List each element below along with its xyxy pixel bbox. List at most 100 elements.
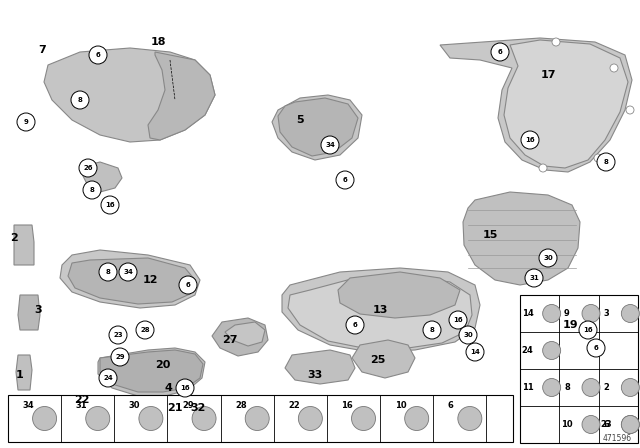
Circle shape	[192, 406, 216, 431]
Circle shape	[351, 406, 376, 431]
Text: 14: 14	[522, 309, 534, 318]
Text: 25: 25	[371, 355, 386, 365]
Circle shape	[543, 341, 561, 359]
Polygon shape	[352, 340, 415, 378]
Text: 4: 4	[164, 383, 172, 393]
Circle shape	[404, 406, 429, 431]
Circle shape	[99, 263, 117, 281]
Text: 24: 24	[103, 375, 113, 381]
Text: 34: 34	[325, 142, 335, 148]
Polygon shape	[100, 350, 203, 392]
Text: 6: 6	[448, 401, 454, 410]
Text: 15: 15	[483, 230, 498, 240]
Polygon shape	[68, 258, 195, 304]
Polygon shape	[272, 95, 362, 160]
Polygon shape	[18, 295, 40, 330]
Polygon shape	[44, 48, 215, 142]
Polygon shape	[282, 268, 480, 352]
Text: 2: 2	[604, 383, 609, 392]
Text: 28: 28	[140, 327, 150, 333]
Text: 8: 8	[564, 383, 570, 392]
Circle shape	[179, 276, 197, 294]
Text: 8: 8	[106, 269, 111, 275]
Circle shape	[139, 406, 163, 431]
Text: 30: 30	[463, 332, 473, 338]
Polygon shape	[148, 52, 215, 140]
Text: 18: 18	[150, 37, 166, 47]
Text: 16: 16	[105, 202, 115, 208]
Circle shape	[33, 406, 56, 431]
Text: 8: 8	[90, 187, 95, 193]
Circle shape	[86, 406, 109, 431]
Text: 6: 6	[498, 49, 502, 55]
Circle shape	[79, 159, 97, 177]
Polygon shape	[60, 250, 200, 308]
Text: 6: 6	[594, 345, 598, 351]
Circle shape	[458, 406, 482, 431]
Text: 6: 6	[604, 420, 609, 429]
Polygon shape	[225, 322, 265, 346]
Polygon shape	[83, 162, 122, 192]
Text: 24: 24	[522, 346, 534, 355]
Polygon shape	[440, 38, 632, 172]
Text: 3: 3	[34, 305, 42, 315]
Circle shape	[71, 91, 89, 109]
Circle shape	[579, 321, 597, 339]
Circle shape	[525, 269, 543, 287]
Text: 27: 27	[222, 335, 237, 345]
Circle shape	[109, 326, 127, 344]
Text: 20: 20	[156, 360, 171, 370]
Text: 3: 3	[604, 309, 609, 318]
Text: 22: 22	[74, 395, 90, 405]
Text: 30: 30	[543, 255, 553, 261]
Text: 6: 6	[95, 52, 100, 58]
Circle shape	[521, 131, 539, 149]
Polygon shape	[288, 276, 472, 349]
Circle shape	[245, 406, 269, 431]
Circle shape	[587, 339, 605, 357]
Text: 8: 8	[77, 97, 83, 103]
Text: 14: 14	[470, 349, 480, 355]
Circle shape	[610, 64, 618, 72]
Circle shape	[89, 46, 107, 64]
Circle shape	[621, 379, 639, 396]
Text: 11: 11	[522, 383, 534, 392]
Text: 8: 8	[429, 327, 435, 333]
Circle shape	[539, 249, 557, 267]
Text: 9: 9	[564, 309, 570, 318]
Text: 32: 32	[190, 403, 205, 413]
Circle shape	[493, 46, 501, 54]
Circle shape	[543, 379, 561, 396]
Circle shape	[119, 263, 137, 281]
Text: 471596: 471596	[603, 434, 632, 443]
Text: 2: 2	[10, 233, 18, 243]
Text: 29: 29	[115, 354, 125, 360]
Text: 29: 29	[182, 401, 194, 410]
Text: 28: 28	[236, 401, 247, 410]
Circle shape	[111, 348, 129, 366]
Bar	[8, 395, 513, 442]
Circle shape	[552, 38, 560, 46]
Text: 31: 31	[76, 401, 88, 410]
Bar	[520, 295, 638, 443]
Circle shape	[449, 311, 467, 329]
Text: 33: 33	[307, 370, 323, 380]
Text: 6: 6	[186, 282, 190, 288]
Text: 13: 13	[372, 305, 388, 315]
Circle shape	[101, 196, 119, 214]
Text: 19: 19	[562, 320, 578, 330]
Circle shape	[491, 43, 509, 61]
Text: 12: 12	[142, 275, 157, 285]
Text: 6: 6	[353, 322, 357, 328]
Polygon shape	[338, 272, 460, 318]
Circle shape	[626, 106, 634, 114]
Polygon shape	[285, 350, 355, 384]
Text: 21: 21	[167, 403, 183, 413]
Circle shape	[621, 415, 639, 434]
Polygon shape	[212, 318, 268, 356]
Text: 16: 16	[583, 327, 593, 333]
Text: 26: 26	[83, 165, 93, 171]
Text: 7: 7	[38, 45, 46, 55]
Circle shape	[582, 415, 600, 434]
Circle shape	[346, 316, 364, 334]
